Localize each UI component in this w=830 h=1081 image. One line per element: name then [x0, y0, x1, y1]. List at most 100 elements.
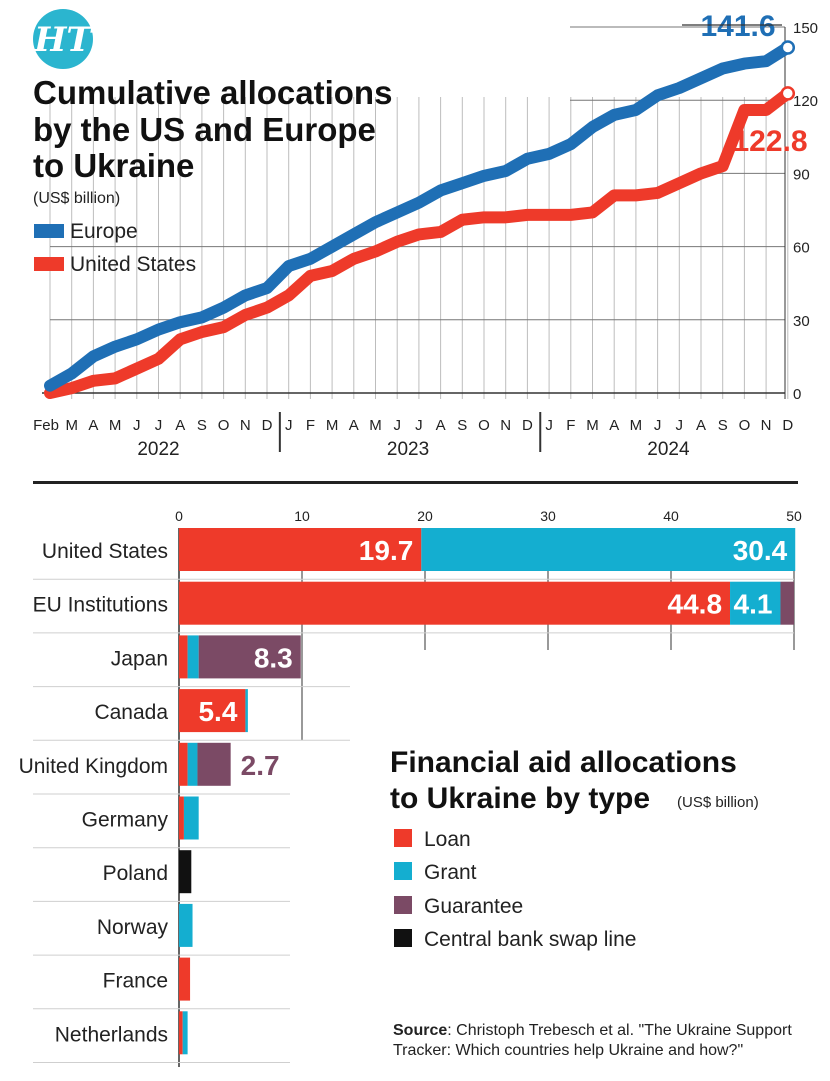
y-tick-label: 120 — [793, 93, 818, 110]
line-series-united-states — [44, 87, 794, 399]
line-end-marker-europe — [780, 40, 796, 55]
x-tick-label: J — [654, 417, 662, 434]
x-tick-label: M — [109, 417, 122, 434]
legend-label-united-states: United States — [70, 253, 196, 276]
bar-category-label: Canada — [94, 701, 168, 724]
bar-x-tick-label: 0 — [175, 508, 183, 524]
bar-segment-swap-line — [179, 850, 192, 894]
bar-data-label: 4.1 — [734, 589, 773, 620]
line-chart-subtitle: (US$ billion) — [33, 190, 120, 207]
bar-row: United States — [33, 528, 796, 580]
line-chart-title-line-2: by the US and Europe — [33, 111, 376, 148]
bar-segment-grant — [187, 635, 199, 679]
x-tick-label: J — [545, 417, 553, 434]
bar-x-tick-label: 50 — [786, 508, 802, 524]
year-label: 2023 — [387, 439, 429, 460]
line-series-europe — [44, 41, 794, 392]
line-chart-title-line-1: Cumulative allocations — [33, 74, 392, 111]
x-tick-label: N — [761, 417, 772, 434]
bar-chart-rows: United States EU Institutions Japan Canada U… — [19, 528, 796, 1063]
legend-label-europe: Europe — [70, 220, 138, 243]
bar-data-label: 30.4 — [733, 535, 788, 566]
bar-segment-guarantee — [197, 742, 231, 786]
bar-chart-title-line-1: Financial aid allocations — [390, 746, 737, 779]
bar-segment-loan — [179, 957, 191, 1001]
bar-segment-guarantee — [780, 581, 794, 625]
x-tick-label: J — [415, 417, 423, 434]
x-tick-label: J — [155, 417, 163, 434]
bar-row: EU Institutions — [33, 581, 794, 634]
source-text-1: : Christoph Trebesch et al. "The Ukraine… — [447, 1022, 792, 1039]
bar-chart-title-line-2: to Ukraine by type — [390, 782, 650, 815]
x-tick-label: S — [457, 417, 467, 434]
legend-swatch-europe — [34, 224, 64, 238]
ht-logo: HT — [33, 9, 94, 69]
bar-segment-loan — [179, 1011, 183, 1055]
line-chart-y-axis: 0 30 60 90 120 150 — [793, 20, 818, 403]
bar-data-label: 8.3 — [254, 642, 293, 673]
x-tick-label: O — [739, 417, 751, 434]
x-tick-label: O — [478, 417, 490, 434]
x-tick-label: N — [240, 417, 251, 434]
x-tick-label: A — [175, 417, 185, 434]
x-tick-label: A — [349, 417, 359, 434]
bar-row: Germany — [33, 796, 290, 849]
bar-segment-loan — [179, 689, 246, 733]
x-tick-label: F — [306, 417, 315, 434]
bar-category-label: France — [103, 970, 168, 993]
x-tick-label: D — [262, 417, 273, 434]
y-tick-label: 30 — [793, 313, 810, 330]
bar-row: Canada — [33, 689, 350, 741]
bar-row: Japan — [33, 635, 350, 688]
bar-x-tick-label: 10 — [294, 508, 310, 524]
y-tick-label: 150 — [793, 20, 818, 37]
line-chart-end-labels: 141.6 122.8 — [682, 10, 808, 158]
bar-category-label: United States — [42, 540, 168, 563]
x-tick-label: D — [522, 417, 533, 434]
x-tick-label: F — [566, 417, 575, 434]
x-tick-label: S — [718, 417, 728, 434]
bar-data-label: 19.7 — [359, 535, 414, 566]
source-label: Source — [393, 1022, 447, 1039]
legend-swatch-united-states — [34, 257, 64, 271]
bar-segment-loan — [179, 528, 422, 571]
bar-chart-subtitle: (US$ billion) — [677, 794, 759, 811]
x-tick-label: D — [782, 417, 793, 434]
bar-row: United Kingdom — [19, 742, 290, 795]
y-tick-label: 0 — [793, 386, 801, 403]
bar-data-label: 44.8 — [668, 589, 723, 620]
x-tick-label: Feb — [33, 417, 59, 434]
x-tick-label: M — [630, 417, 643, 434]
bar-x-tick-label: 30 — [540, 508, 556, 524]
x-tick-label: A — [696, 417, 706, 434]
bar-category-label: Germany — [82, 809, 169, 832]
x-tick-label: A — [609, 417, 619, 434]
x-tick-label: J — [285, 417, 293, 434]
line-chart-x-axis: Feb M A M J J A S O N D J F M A M J J A S O N D J F M A M J J A S O N D — [33, 417, 793, 434]
bar-segment-loan — [179, 635, 188, 679]
end-label-united-states: 122.8 — [732, 125, 807, 158]
section-divider — [33, 481, 798, 484]
bar-segment-grant — [245, 689, 248, 733]
line-chart-year-labels: 2022 2023 2024 — [137, 412, 690, 460]
legend-swatch-guarantee — [394, 896, 412, 914]
source-line-1: Source: Christoph Trebesch et al. "The U… — [393, 1022, 792, 1039]
bar-segment-loan — [179, 742, 188, 786]
bar-x-tick-label: 20 — [417, 508, 433, 524]
bar-chart-title: Financial aid allocations to Ukraine by … — [390, 746, 759, 815]
bar-row: France — [33, 957, 290, 1010]
legend-label-grant: Grant — [424, 861, 477, 884]
bar-segment-guarantee — [198, 635, 301, 679]
line-end-marker-united-states — [780, 86, 796, 101]
legend-swatch-loan — [394, 829, 412, 847]
line-chart-title-line-3: to Ukraine — [33, 147, 194, 184]
line-chart-title: Cumulative allocations by the US and Eur… — [33, 74, 392, 207]
x-tick-label: S — [197, 417, 207, 434]
end-label-europe: 141.6 — [700, 10, 775, 43]
x-tick-label: M — [65, 417, 78, 434]
legend-swatch-grant — [394, 862, 412, 880]
bar-segment-grant — [182, 1011, 188, 1055]
x-tick-label: J — [133, 417, 141, 434]
